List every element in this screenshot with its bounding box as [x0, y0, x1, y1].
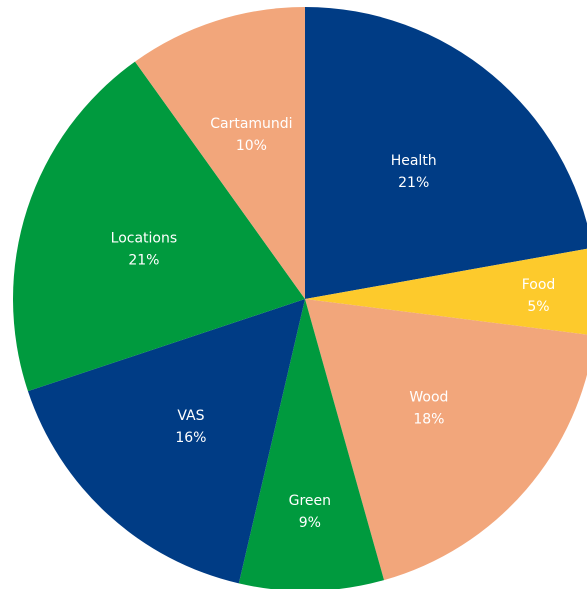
slice-label-green: Green [289, 493, 331, 509]
slice-percent-health: 21% [398, 175, 429, 191]
slice-percent-wood: 18% [413, 412, 444, 428]
pie-slice-food [305, 248, 587, 335]
slice-label-cartamundi: Cartamundi [210, 116, 292, 132]
slice-label-health: Health [391, 153, 437, 169]
slice-label-vas: VAS [177, 408, 204, 424]
pie-slice-vas [27, 299, 306, 584]
slice-percent-locations: 21% [128, 253, 159, 269]
slice-label-locations: Locations [111, 231, 178, 247]
slice-percent-vas: 16% [175, 430, 206, 446]
slice-percent-food: 5% [527, 299, 549, 315]
pie-slice-cartamundi [135, 7, 305, 299]
pie-labels: Health 21% Food 5% Wood 18% Green 9% VAS 16% Locat… [111, 116, 556, 531]
pie-slices [13, 7, 587, 589]
pie-slice-health [305, 7, 587, 299]
pie-slice-green [238, 299, 385, 589]
pie-slice-wood [305, 299, 587, 581]
slice-label-food: Food [522, 277, 556, 293]
slice-label-wood: Wood [409, 390, 448, 406]
slice-percent-green: 9% [299, 515, 321, 531]
pie-slice-locations [13, 61, 305, 392]
slice-percent-cartamundi: 10% [236, 138, 267, 154]
